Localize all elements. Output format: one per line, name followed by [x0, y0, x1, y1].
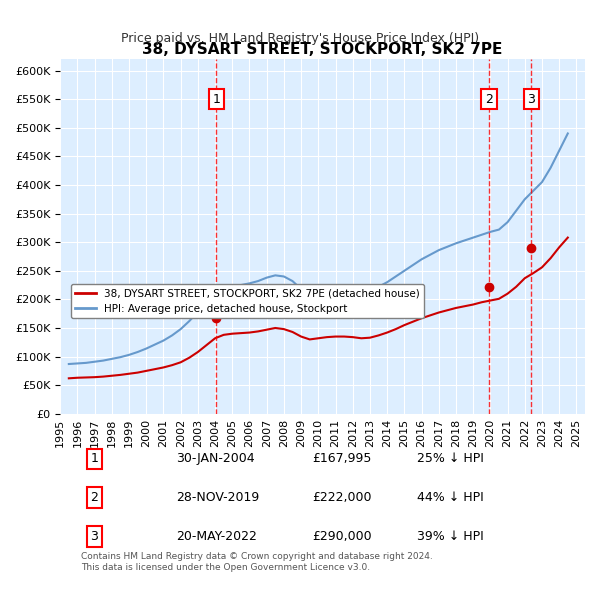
- Text: Contains HM Land Registry data © Crown copyright and database right 2024.
This d: Contains HM Land Registry data © Crown c…: [81, 552, 433, 572]
- Text: 2: 2: [485, 93, 493, 106]
- Text: 28-NOV-2019: 28-NOV-2019: [176, 491, 259, 504]
- Title: 38, DYSART STREET, STOCKPORT, SK2 7PE: 38, DYSART STREET, STOCKPORT, SK2 7PE: [142, 41, 503, 57]
- Legend: 38, DYSART STREET, STOCKPORT, SK2 7PE (detached house), HPI: Average price, deta: 38, DYSART STREET, STOCKPORT, SK2 7PE (d…: [71, 284, 424, 318]
- Text: £167,995: £167,995: [312, 453, 371, 466]
- Text: 1: 1: [91, 453, 98, 466]
- Text: 39% ↓ HPI: 39% ↓ HPI: [417, 530, 484, 543]
- Text: 20-MAY-2022: 20-MAY-2022: [176, 530, 257, 543]
- Text: 30-JAN-2004: 30-JAN-2004: [176, 453, 254, 466]
- Text: £222,000: £222,000: [312, 491, 371, 504]
- Text: £290,000: £290,000: [312, 530, 372, 543]
- Text: 25% ↓ HPI: 25% ↓ HPI: [417, 453, 484, 466]
- Text: Price paid vs. HM Land Registry's House Price Index (HPI): Price paid vs. HM Land Registry's House …: [121, 32, 479, 45]
- Text: 44% ↓ HPI: 44% ↓ HPI: [417, 491, 484, 504]
- Text: 1: 1: [212, 93, 220, 106]
- Text: 2: 2: [91, 491, 98, 504]
- Text: 3: 3: [91, 530, 98, 543]
- Text: 3: 3: [527, 93, 535, 106]
